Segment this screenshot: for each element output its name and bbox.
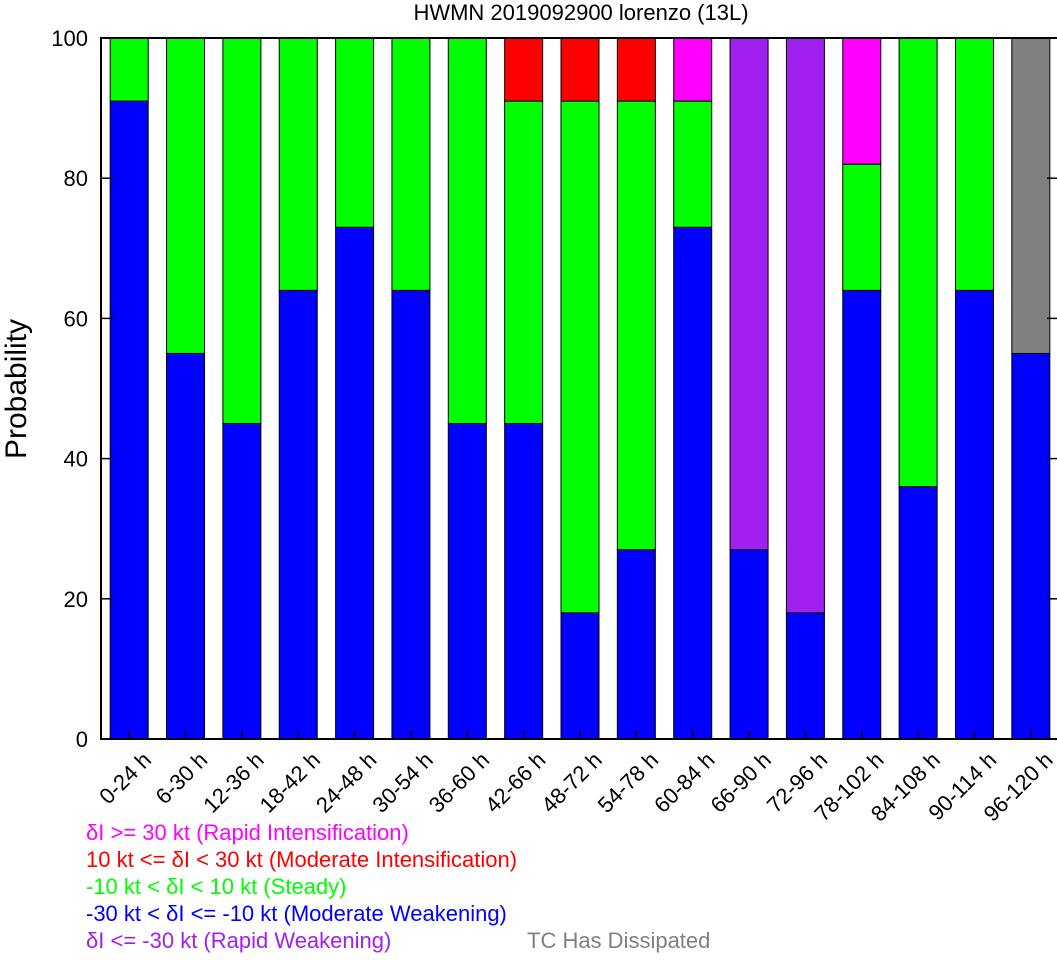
bar-segment-steady — [504, 100, 544, 425]
bar-segment-mw — [673, 226, 713, 740]
bars-group — [109, 37, 1051, 740]
legend-steady: -10 kt < δI < 10 kt (Steady) — [86, 874, 347, 899]
x-tick-label: 0-24 h — [94, 747, 156, 809]
bar-segment-rw — [785, 37, 825, 614]
bar-segment-mw — [504, 423, 544, 740]
bar-segment-mw — [785, 612, 825, 740]
bar-segment-steady — [954, 37, 994, 291]
bar-segment-steady — [278, 37, 318, 291]
x-tick-label: 60-84 h — [649, 747, 719, 817]
bar-segment-mw — [391, 289, 431, 740]
bar-segment-mw — [954, 289, 994, 740]
y-axis: 0 20 40 60 80 100 — [51, 26, 1057, 752]
bar-segment-steady — [391, 37, 431, 291]
legend-rapid-weakening: δI <= -30 kt (Rapid Weakening) — [86, 928, 392, 953]
legend-moderate-intensification: 10 kt <= δI < 30 kt (Moderate Intensific… — [86, 847, 518, 872]
x-tick-label: 18-42 h — [255, 747, 325, 817]
bar-segment-mw — [447, 423, 487, 740]
bar-segment-mw — [109, 100, 149, 740]
y-tick-label: 60 — [64, 306, 88, 331]
chart-title: HWMN 2019092900 lorenzo (13L) — [413, 0, 748, 25]
bar-segment-steady — [898, 37, 938, 488]
bar-segment-steady — [109, 37, 149, 102]
bar-segment-mi — [560, 37, 600, 102]
bar-segment-mw — [729, 549, 769, 740]
x-tick-label: 24-48 h — [311, 747, 381, 817]
y-tick-label: 0 — [76, 727, 88, 752]
bar-segment-mi — [616, 37, 656, 102]
x-tick-label: 36-60 h — [424, 747, 494, 817]
bar-segment-rw — [729, 37, 769, 551]
bar-segment-mw — [166, 352, 206, 740]
y-tick-label: 100 — [51, 26, 88, 51]
bar-segment-steady — [335, 37, 375, 228]
bar-segment-mw — [842, 289, 882, 740]
bar-segment-ri — [842, 37, 882, 165]
bar-segment-dissipated — [1011, 37, 1051, 354]
y-tick-label: 80 — [64, 166, 88, 191]
x-tick-label: 66-90 h — [705, 747, 775, 817]
y-tick-label: 40 — [64, 447, 88, 472]
bar-segment-steady — [166, 37, 206, 354]
legend-dissipated: TC Has Dissipated — [527, 928, 711, 953]
bar-segment-mw — [898, 486, 938, 740]
bar-segment-mw — [616, 549, 656, 740]
bar-segment-mw — [1011, 352, 1051, 740]
bar-segment-steady — [616, 100, 656, 551]
bar-segment-steady — [842, 163, 882, 291]
bar-segment-mw — [222, 423, 262, 740]
y-axis-label: Probability — [0, 319, 33, 459]
x-tick-label: 54-78 h — [593, 747, 663, 817]
bar-segment-steady — [447, 37, 487, 425]
bar-segment-steady — [222, 37, 262, 425]
x-tick-label: 12-36 h — [198, 747, 268, 817]
bar-segment-mw — [278, 289, 318, 740]
bar-segment-ri — [673, 37, 713, 102]
legend-moderate-weakening: -30 kt < δI <= -10 kt (Moderate Weakenin… — [86, 901, 507, 926]
x-tick-label: 42-66 h — [480, 747, 550, 817]
y-tick-label: 20 — [64, 587, 88, 612]
bar-segment-steady — [560, 100, 600, 614]
legend-rapid-intensification: δI >= 30 kt (Rapid Intensification) — [86, 820, 409, 845]
x-tick-label: 48-72 h — [536, 747, 606, 817]
x-tick-label: 30-54 h — [367, 747, 437, 817]
bar-segment-mw — [335, 226, 375, 740]
x-axis: 0-24 h6-30 h12-36 h18-42 h24-48 h30-54 h… — [94, 731, 1057, 826]
bar-segment-mi — [504, 37, 544, 102]
bar-segment-steady — [673, 100, 713, 228]
bar-segment-mw — [560, 612, 600, 740]
